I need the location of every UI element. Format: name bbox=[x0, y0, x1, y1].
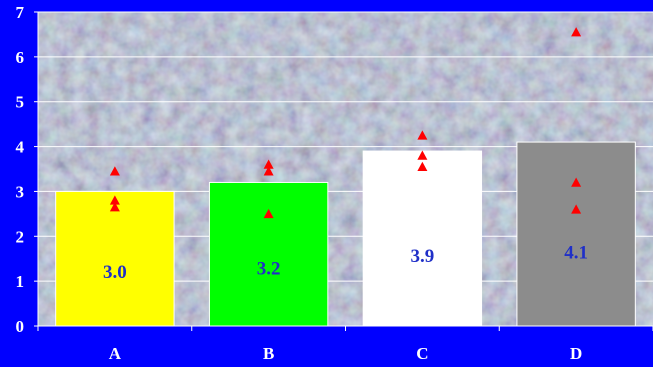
y-tick-label-4: 4 bbox=[16, 138, 25, 157]
scatter-markers bbox=[109, 27, 582, 219]
y-tick-label-2: 2 bbox=[16, 227, 25, 246]
y-axis-ticks: 0 1 2 3 4 5 6 7 bbox=[16, 3, 38, 336]
x-tick-label-A: A bbox=[109, 344, 122, 363]
y-tick-label-3: 3 bbox=[16, 182, 25, 201]
bars bbox=[55, 141, 636, 327]
marker-D-1 bbox=[571, 27, 582, 37]
y-tick-label-7: 7 bbox=[16, 3, 25, 22]
marker-C-1 bbox=[417, 130, 428, 140]
bar-label-A: 3.0 bbox=[103, 262, 127, 283]
marker-A-2 bbox=[109, 195, 120, 205]
x-tick-label-C: C bbox=[416, 344, 428, 363]
x-tick-label-B: B bbox=[263, 344, 274, 363]
bar-label-B: 3.2 bbox=[257, 259, 281, 280]
marker-B-1 bbox=[263, 159, 274, 169]
marker-A-3 bbox=[109, 202, 120, 212]
y-tick-label-1: 1 bbox=[16, 272, 25, 291]
x-axis-ticks: A B C D bbox=[37, 326, 653, 363]
marker-B-3 bbox=[263, 208, 274, 219]
bar-A bbox=[55, 190, 175, 327]
bar-value-labels: 3.0 3.2 3.9 4.1 bbox=[103, 242, 588, 283]
marker-D-3 bbox=[571, 204, 582, 214]
bar-C bbox=[362, 150, 483, 327]
marker-D-2 bbox=[571, 177, 582, 187]
y-tick-label-5: 5 bbox=[16, 93, 25, 112]
marker-C-3 bbox=[417, 161, 428, 172]
y-tick-label-0: 0 bbox=[16, 317, 25, 336]
bar-B bbox=[208, 181, 329, 327]
marker-A-1 bbox=[109, 166, 120, 176]
x-tick-label-D: D bbox=[570, 344, 582, 363]
y-tick-label-6: 6 bbox=[16, 48, 25, 67]
bar-D bbox=[516, 141, 636, 327]
bar-label-D: 4.1 bbox=[564, 242, 588, 263]
marker-B-2 bbox=[263, 166, 274, 176]
bar-label-C: 3.9 bbox=[411, 246, 435, 267]
marker-C-2 bbox=[417, 150, 428, 160]
